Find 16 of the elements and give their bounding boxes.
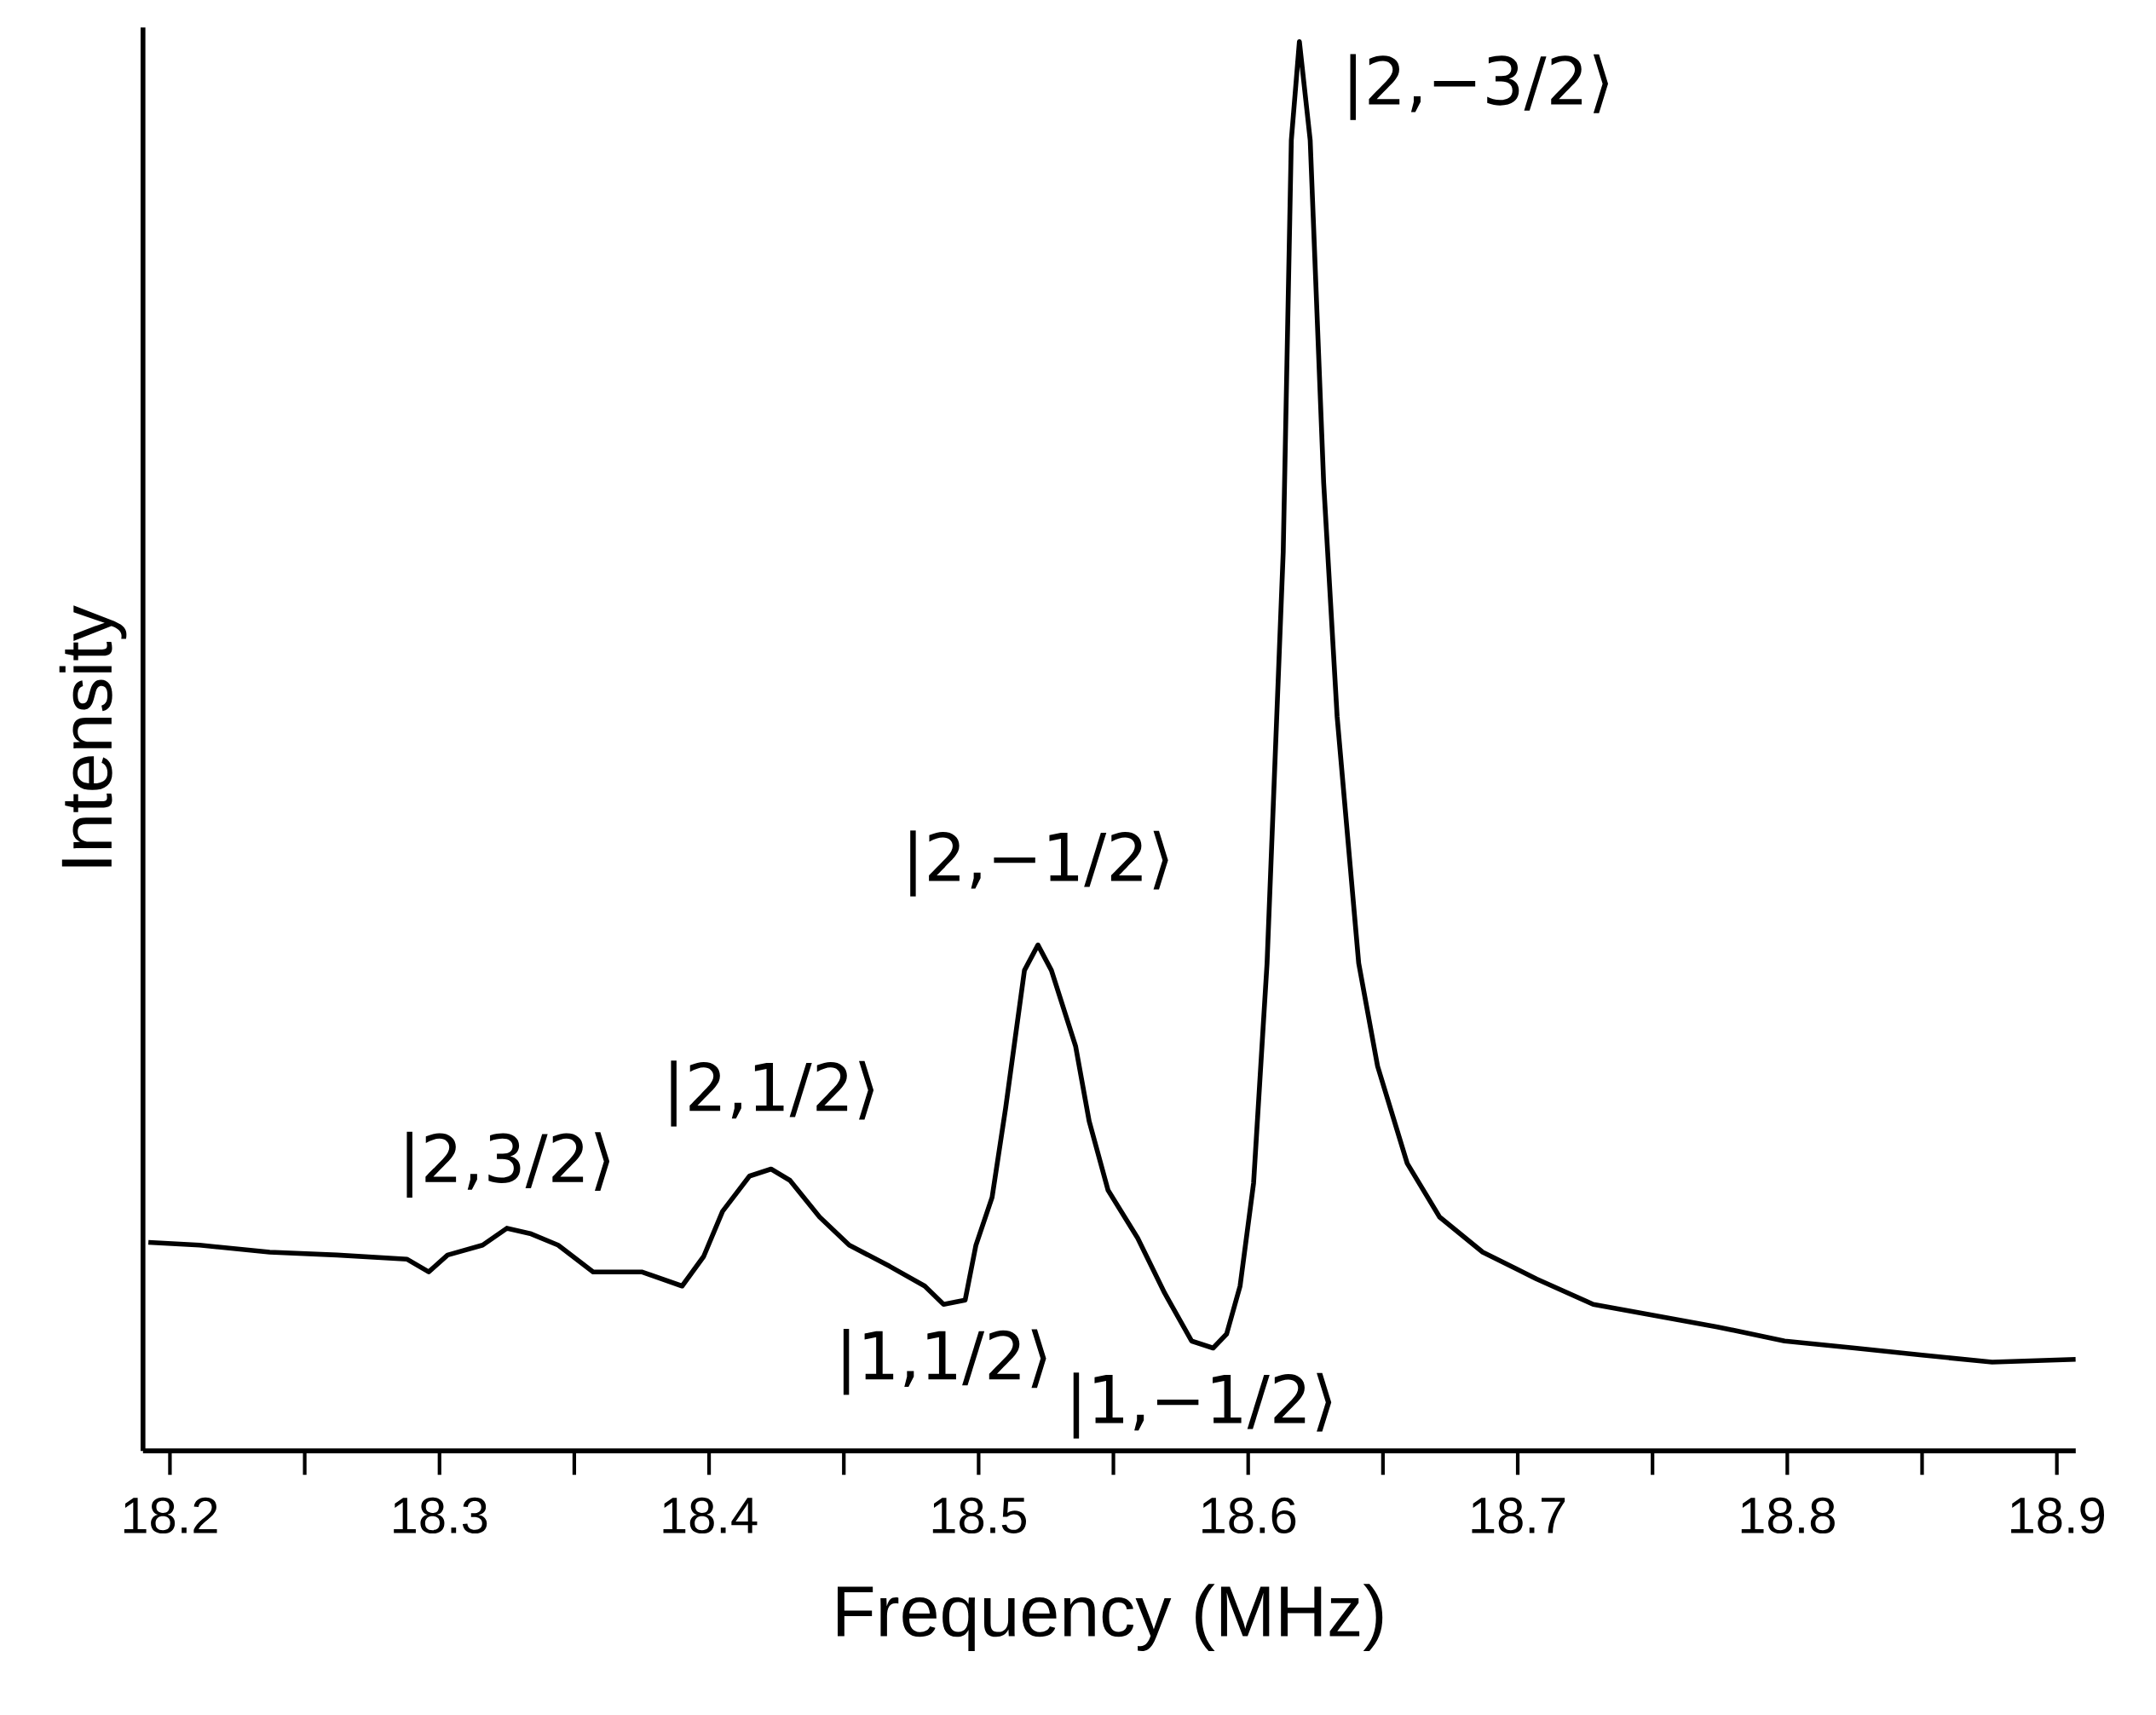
x-tick-label: 18.8 bbox=[1741, 1497, 1835, 1534]
annotation: |1,1/2⟩ bbox=[843, 1329, 1046, 1395]
x-tick-label: 18.4 bbox=[663, 1497, 758, 1534]
annotation: |2,−3/2⟩ bbox=[1350, 54, 1608, 120]
x-tick-label: 18.6 bbox=[1202, 1497, 1296, 1534]
x-tick-label: 18.2 bbox=[124, 1497, 217, 1534]
annotation: |2,1/2⟩ bbox=[671, 1060, 874, 1127]
annotation: |2,3/2⟩ bbox=[406, 1131, 610, 1198]
x-tick-label: 18.7 bbox=[1472, 1497, 1565, 1534]
x-tick-label: 18.5 bbox=[932, 1497, 1026, 1534]
annotation: |2,−1/2⟩ bbox=[910, 830, 1168, 897]
y-axis-title: Intensity bbox=[59, 605, 127, 867]
x-axis-title: Frequency (MHz) bbox=[838, 1584, 1383, 1651]
x-tick-label: 18.3 bbox=[394, 1497, 487, 1534]
x-tick-label: 18.9 bbox=[2011, 1497, 2104, 1534]
annotation: |1,−1/2⟩ bbox=[1073, 1372, 1332, 1439]
